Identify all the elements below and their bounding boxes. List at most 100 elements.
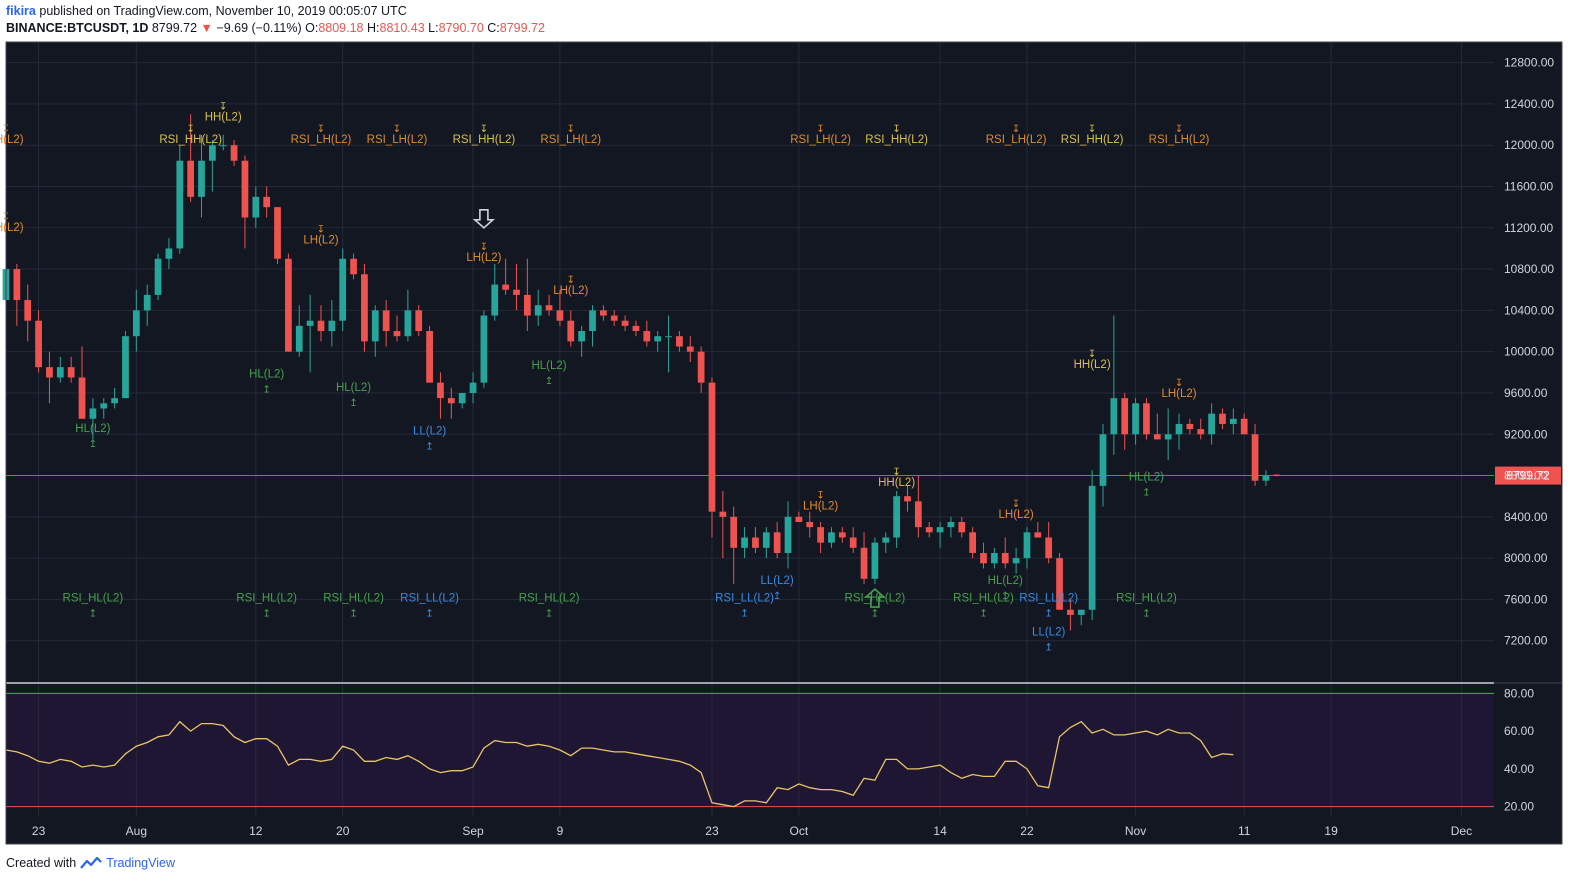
pivot-down-marker-icon: ↧ [186,124,194,135]
candle-body [773,532,781,553]
pivot-label: RSI_HL(L2) [519,592,580,604]
pivot-up-marker-icon: ↥ [773,591,781,602]
candle-body [469,382,477,393]
pivot-label: RSI_HL(L2) [1116,592,1177,604]
candle-body [1229,418,1237,424]
open-label: O: [305,21,319,35]
candle-body [882,537,890,543]
candle-body [1056,558,1063,610]
pivot-label: HL(L2) [1129,472,1164,484]
close-value: 8799.72 [499,21,545,35]
footer: Created with TradingView [6,856,175,870]
candle-body [567,320,575,342]
time-tick-label: 23 [705,824,719,838]
pivot-label: RSI_HL(L2) [63,592,124,604]
pivot-down-marker-icon: ↧ [892,124,900,135]
chart-frame [5,41,1563,845]
candle-body [1251,434,1259,481]
time-axis-panel[interactable] [6,816,1562,844]
pivot-label: LH(L2) [803,501,838,513]
candle-body [958,522,966,533]
candle-body [143,294,151,311]
time-tick-label: 19 [1324,824,1338,838]
open-value: 8809.18 [318,21,364,35]
created-with-label: Created with [6,856,77,870]
last-price: 8799.72 [151,21,198,35]
price-tick-label: 8800.00 [1504,469,1548,483]
author-link[interactable]: fikira [6,4,36,18]
candle-body [415,310,423,332]
time-tick-label: 11 [1238,824,1251,838]
pivot-label: LL(L2) [761,575,794,587]
candle-body [404,310,412,337]
tradingview-brand-link[interactable]: TradingView [106,856,175,870]
pivot-down-marker-icon: ↧ [1088,124,1096,135]
pivot-label: HL(L2) [75,423,110,435]
candle-body [230,145,238,161]
candle-body [904,496,911,502]
pivot-down-marker-icon: ↧ [567,275,575,286]
pivot-label: LH(L2) [999,509,1034,521]
chart-header: fikira published on TradingView.com, Nov… [6,3,545,37]
candle-body [382,310,390,332]
candle-body [817,527,824,543]
pivot-label: HL(L2) [531,360,566,372]
candle-body [426,331,433,383]
candle-body [458,392,466,404]
candles [2,114,1281,631]
pivot-label: HH(L2) [1074,359,1111,371]
pivot-label: RSI_HH(L2) [159,134,222,146]
pivot-label: LH(L2) [1161,388,1196,400]
candle-body [523,294,531,316]
candle-body [643,331,651,342]
price-change: −9.69 (−0.11%) [216,21,302,35]
candle-body [936,527,944,533]
pivot-down-marker-icon: ↧ [317,124,325,135]
candle-body [545,305,553,311]
candle-body [274,207,281,259]
pivot-label: LL(L2) [413,425,446,437]
candle-body [328,320,336,332]
candle-body [154,258,162,295]
pivot-label: LH(L2) [0,222,24,234]
candle-body [1099,434,1107,486]
publish-line: fikira published on TradingView.com, Nov… [6,3,545,20]
candle-body [306,320,314,326]
candle-body [295,325,303,352]
candle-body [1164,434,1172,440]
candle-body [610,315,618,321]
candle-body [795,516,803,522]
pivot-label: RSI_LH(L2) [291,134,352,146]
price-tick-label: 7200.00 [1504,634,1548,648]
pivot-up-marker-icon: ↥ [1001,591,1009,602]
pivot-up-marker-icon: ↥ [1142,608,1150,619]
candle-body [1045,537,1053,559]
candle-body [980,552,987,564]
pivot-up-marker-icon: ↥ [1044,608,1052,619]
candle-body [1186,423,1194,430]
axes: 12800.00 12400.00 12000.00 11600.00 11200.00… [32,56,1554,838]
candle-body [806,522,814,528]
price-axis-panel[interactable] [1494,42,1562,816]
candle-body [252,196,260,218]
candle-body [665,336,672,338]
candle-body [708,382,716,512]
pivot-up-marker-icon: ↥ [89,608,97,619]
pivot-down-marker-icon: ↧ [1012,499,1020,510]
pivot-label: RSI_HL(L2) [845,592,906,604]
candle-body [1208,413,1215,435]
candle-body [1077,609,1085,615]
big-up-arrow-icon [863,588,887,608]
candle-body [969,532,977,553]
pivot-label: RSI_LL(L2) [715,592,774,604]
pivot-label: RSI_HL(L2) [236,592,297,604]
last-price-label: 8799.72 [1506,469,1550,483]
candle-body [1240,418,1248,435]
time-tick-label: 12 [249,824,263,838]
candle-body [78,377,86,419]
pivot-label: HH(L2) [878,477,915,489]
pivot-up-marker-icon: ↥ [979,608,987,619]
candle-body [589,310,596,332]
candle-body [491,284,499,316]
